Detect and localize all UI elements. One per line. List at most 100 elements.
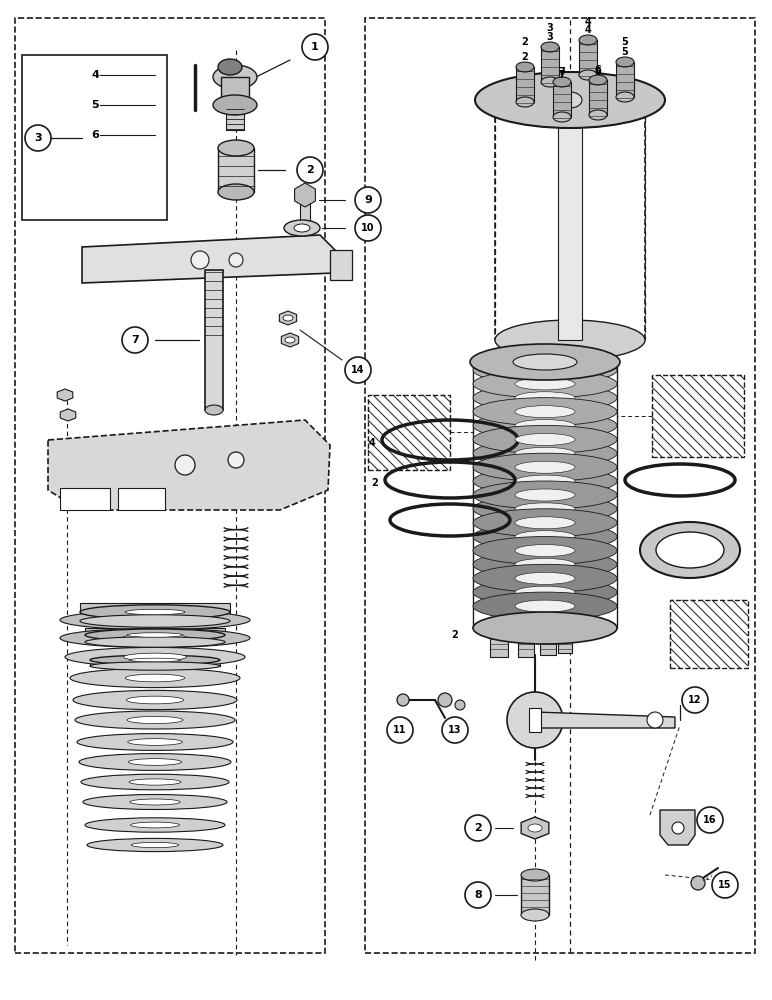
Ellipse shape [528, 824, 542, 832]
Ellipse shape [475, 72, 665, 128]
Ellipse shape [218, 140, 254, 156]
Circle shape [697, 807, 723, 833]
Ellipse shape [285, 337, 295, 343]
Bar [589, 80, 607, 115]
Bar [15, 18, 325, 953]
Ellipse shape [75, 711, 235, 729]
Ellipse shape [473, 523, 617, 551]
Ellipse shape [473, 550, 617, 578]
Bar [579, 40, 597, 75]
Ellipse shape [87, 838, 223, 852]
Bar [529, 708, 541, 732]
Circle shape [691, 876, 705, 890]
Circle shape [442, 717, 468, 743]
Bar [540, 635, 556, 655]
Ellipse shape [122, 634, 188, 642]
Ellipse shape [515, 531, 575, 543]
Ellipse shape [81, 774, 229, 790]
Ellipse shape [213, 95, 257, 115]
Bar [22, 55, 167, 220]
Text: 4: 4 [584, 17, 591, 27]
Ellipse shape [656, 532, 724, 568]
Text: 3: 3 [547, 23, 554, 33]
Ellipse shape [80, 605, 230, 619]
Polygon shape [118, 488, 165, 510]
Ellipse shape [473, 398, 617, 426]
Ellipse shape [516, 62, 534, 72]
Ellipse shape [553, 77, 571, 87]
Ellipse shape [60, 628, 250, 648]
Bar [85, 628, 225, 643]
Bar [616, 62, 634, 97]
Ellipse shape [284, 220, 320, 236]
Circle shape [397, 694, 409, 706]
Ellipse shape [473, 564, 617, 592]
Ellipse shape [589, 75, 607, 85]
Text: 7: 7 [532, 615, 538, 625]
Text: 5: 5 [577, 630, 584, 640]
Ellipse shape [515, 364, 575, 376]
Ellipse shape [79, 754, 231, 770]
Text: 13: 13 [449, 725, 462, 735]
Ellipse shape [515, 572, 575, 584]
Circle shape [302, 34, 328, 60]
Text: 8: 8 [474, 890, 482, 900]
Ellipse shape [473, 370, 617, 398]
Ellipse shape [129, 779, 181, 785]
Text: 6: 6 [594, 65, 601, 75]
Ellipse shape [85, 818, 225, 832]
Bar [670, 600, 748, 668]
Circle shape [25, 125, 51, 151]
Ellipse shape [130, 822, 180, 828]
Circle shape [387, 717, 413, 743]
Ellipse shape [521, 909, 549, 921]
Polygon shape [660, 810, 695, 845]
Polygon shape [48, 420, 330, 510]
Bar [226, 105, 244, 130]
Bar [490, 635, 508, 657]
Polygon shape [57, 389, 73, 401]
Bar [558, 100, 582, 340]
Ellipse shape [83, 794, 227, 810]
Text: 15: 15 [718, 880, 732, 890]
Ellipse shape [515, 475, 575, 487]
Polygon shape [60, 409, 76, 421]
Ellipse shape [127, 739, 182, 745]
Ellipse shape [127, 696, 184, 704]
Polygon shape [295, 183, 316, 207]
Bar [80, 603, 230, 621]
Circle shape [507, 692, 563, 748]
Polygon shape [535, 712, 675, 728]
Ellipse shape [473, 425, 617, 453]
Ellipse shape [473, 384, 617, 412]
Text: 5: 5 [621, 47, 628, 57]
Circle shape [122, 327, 148, 353]
Text: 3: 3 [34, 133, 42, 143]
Ellipse shape [205, 405, 223, 415]
Ellipse shape [473, 467, 617, 495]
Bar [330, 250, 352, 280]
Circle shape [175, 455, 195, 475]
Circle shape [682, 687, 708, 713]
Text: 6: 6 [594, 67, 601, 77]
Ellipse shape [515, 447, 575, 459]
Circle shape [438, 693, 452, 707]
Ellipse shape [473, 578, 617, 606]
Circle shape [297, 157, 323, 183]
Ellipse shape [541, 42, 559, 52]
Ellipse shape [515, 503, 575, 515]
Ellipse shape [473, 495, 617, 523]
Ellipse shape [515, 406, 575, 418]
Bar [495, 100, 645, 340]
Ellipse shape [473, 612, 617, 644]
Ellipse shape [70, 668, 240, 688]
Ellipse shape [616, 57, 634, 67]
Polygon shape [279, 311, 296, 325]
Text: 2: 2 [474, 823, 482, 833]
Text: 6: 6 [557, 615, 564, 625]
Circle shape [465, 882, 491, 908]
Ellipse shape [515, 420, 575, 432]
Ellipse shape [125, 674, 185, 682]
Circle shape [229, 253, 243, 267]
Text: 7: 7 [131, 335, 139, 345]
